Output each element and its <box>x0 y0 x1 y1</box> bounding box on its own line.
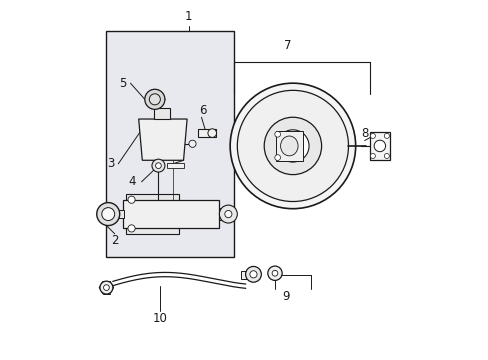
Bar <box>275 131 302 161</box>
Circle shape <box>188 140 196 147</box>
Circle shape <box>152 159 164 172</box>
Ellipse shape <box>373 140 385 152</box>
Circle shape <box>369 134 375 138</box>
Text: 4: 4 <box>129 175 136 188</box>
Text: 7: 7 <box>283 39 291 52</box>
Circle shape <box>276 130 308 162</box>
Bar <box>241 271 251 279</box>
Text: 8: 8 <box>360 127 367 140</box>
Bar <box>198 129 215 137</box>
Circle shape <box>369 153 375 158</box>
Circle shape <box>207 129 216 138</box>
Ellipse shape <box>280 136 298 156</box>
Text: 3: 3 <box>107 157 115 170</box>
Circle shape <box>128 196 135 203</box>
Polygon shape <box>139 119 187 160</box>
Circle shape <box>249 271 257 278</box>
Circle shape <box>267 266 282 280</box>
Circle shape <box>224 211 231 218</box>
Bar <box>369 132 389 159</box>
Text: 1: 1 <box>185 10 192 23</box>
Circle shape <box>274 131 280 137</box>
Circle shape <box>128 225 135 232</box>
Circle shape <box>219 205 237 223</box>
Circle shape <box>149 94 160 105</box>
Circle shape <box>102 208 115 221</box>
Bar <box>117 210 124 219</box>
Text: 6: 6 <box>199 104 206 117</box>
Circle shape <box>245 266 261 282</box>
Text: 9: 9 <box>282 290 289 303</box>
Circle shape <box>274 155 280 161</box>
Circle shape <box>97 203 120 226</box>
Bar <box>167 163 183 168</box>
Circle shape <box>237 90 348 202</box>
Text: 2: 2 <box>111 234 118 247</box>
Circle shape <box>144 89 164 109</box>
Circle shape <box>264 117 321 175</box>
Bar <box>126 194 179 234</box>
Bar <box>122 200 219 228</box>
Circle shape <box>384 134 388 138</box>
Bar <box>106 31 233 257</box>
Text: 5: 5 <box>120 77 127 90</box>
Circle shape <box>230 83 355 209</box>
Circle shape <box>155 163 161 168</box>
Bar <box>154 108 169 119</box>
Circle shape <box>100 281 113 294</box>
Circle shape <box>384 153 388 158</box>
Circle shape <box>103 285 109 291</box>
Circle shape <box>271 270 277 276</box>
Text: 10: 10 <box>152 311 167 325</box>
